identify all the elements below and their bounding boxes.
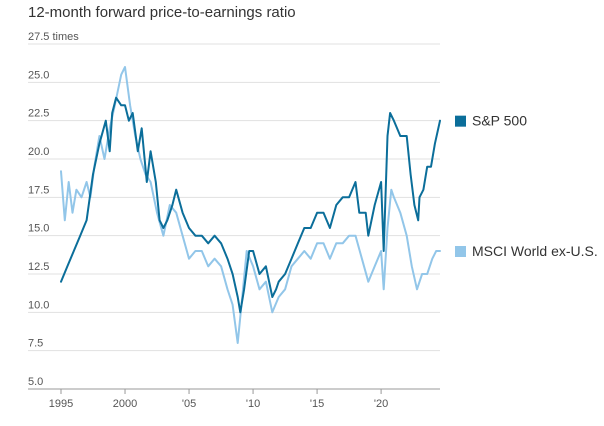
x-axis-ticks: 1995 2000 '05 '10 '15 '20 xyxy=(49,389,388,410)
x-tick-label: 1995 xyxy=(49,398,73,410)
y-tick-label: 15.0 xyxy=(28,223,49,235)
legend-label: S&P 500 xyxy=(472,113,527,129)
y-tick-label: 7.5 xyxy=(28,338,43,350)
series-line-msci-world-ex-u-s xyxy=(60,66,441,344)
y-tick-label: 27.5 times xyxy=(28,31,79,43)
legend-swatch xyxy=(455,115,466,127)
y-tick-label: 10.0 xyxy=(28,299,49,311)
series-line-s-p-500 xyxy=(60,96,441,314)
y-tick-label: 22.5 xyxy=(28,108,49,120)
y-tick-label: 25.0 xyxy=(28,69,49,81)
x-tick-label: '05 xyxy=(182,398,196,410)
legend-label: MSCI World ex-U.S. xyxy=(472,243,598,259)
x-tick-label: '10 xyxy=(246,398,260,410)
legend-swatch xyxy=(455,246,466,257)
chart-title: 12-month forward price-to-earnings ratio xyxy=(28,4,296,21)
legend: S&P 500 MSCI World ex-U.S. xyxy=(455,113,598,259)
x-tick-label: '20 xyxy=(374,398,388,410)
y-tick-label: 17.5 xyxy=(28,184,49,196)
y-tick-label: 20.0 xyxy=(28,146,49,158)
y-tick-label: 12.5 xyxy=(28,261,49,273)
gridlines xyxy=(28,43,440,390)
series-lines xyxy=(60,66,441,344)
x-tick-label: 2000 xyxy=(113,398,137,410)
y-axis-ticks: 27.5 times 25.0 22.5 20.0 17.5 15.0 12.5 10.0 7.… xyxy=(28,31,79,388)
y-tick-label: 5.0 xyxy=(28,376,43,388)
x-tick-label: '15 xyxy=(310,398,324,410)
